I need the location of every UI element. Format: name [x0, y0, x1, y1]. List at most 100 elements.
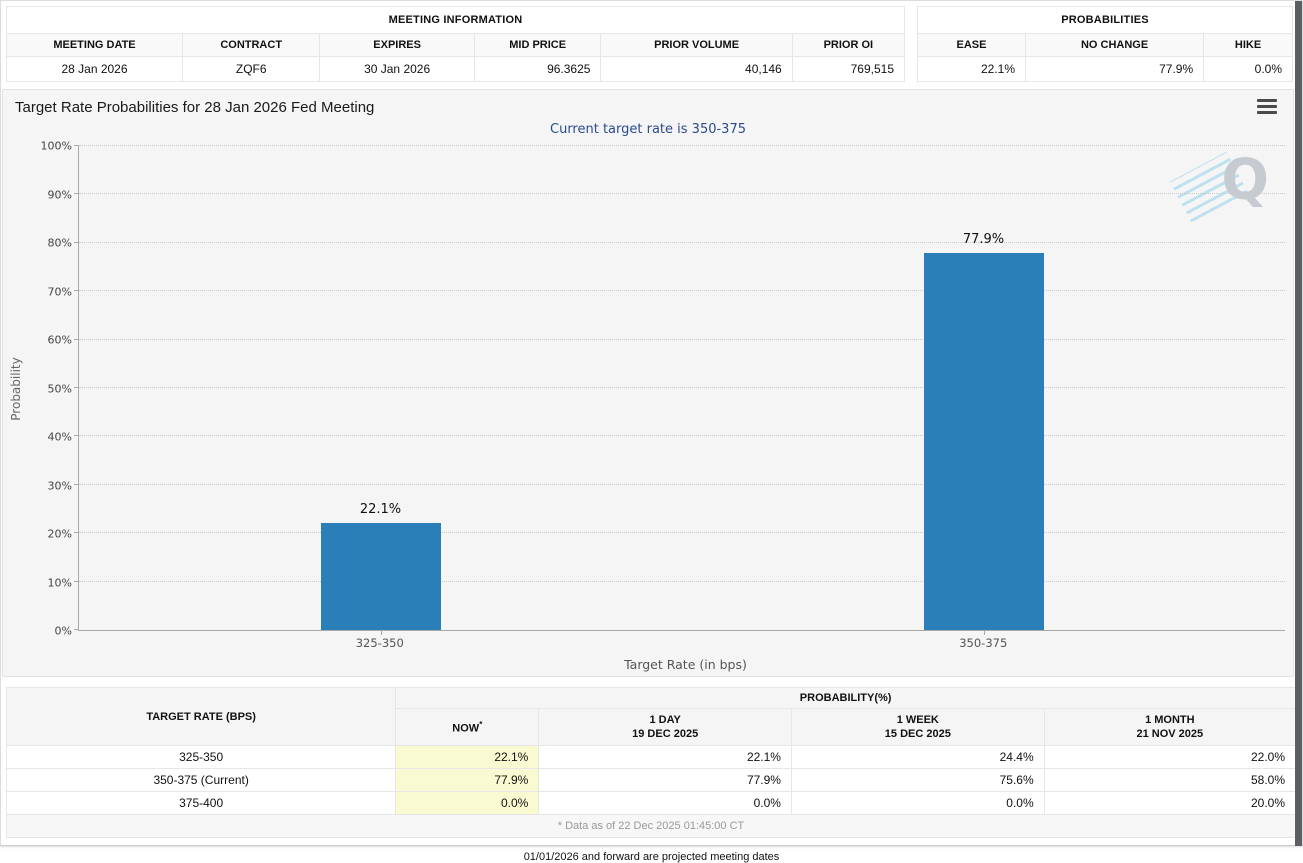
history-header-row-2: NOW* 1 DAY 19 DEC 2025 1 WEEK 15 DEC 202… [7, 708, 1297, 746]
history-header-row-1: TARGET RATE (BPS) PROBABILITY(%) [5, 687, 1296, 746]
horizontal-gridline [79, 241, 1285, 243]
x-axis-tick-mark [380, 630, 382, 635]
col-mid-price: MID PRICE [473, 33, 602, 57]
mid-price-value: 96.3625 [473, 56, 602, 82]
col-now: NOW* [395, 708, 540, 746]
col-hike: HIKE [1203, 33, 1293, 57]
y-axis-tick-label: 40% [47, 430, 72, 444]
chart-plot: Q 22.1% 77.9% [74, 145, 1285, 635]
col-prior-oi: PRIOR OI [791, 33, 906, 57]
probability-bar-325-350 [320, 523, 441, 630]
meeting-info-data-row: 28 Jan 2026 ZQF6 30 Jan 2026 96.3625 40,… [6, 56, 906, 82]
prior-volume-value: 40,146 [600, 56, 793, 82]
ease-value: 22.1% [917, 56, 1026, 82]
no-change-value: 77.9% [1024, 56, 1205, 82]
one-week-value: 75.6% [790, 768, 1045, 792]
col-prior-volume: PRIOR VOLUME [600, 33, 793, 57]
vertical-scrollbar[interactable] [1295, 1, 1302, 846]
data-as-of-note: * Data as of 22 Dec 2025 01:45:00 CT [6, 814, 1296, 838]
horizontal-gridline [79, 193, 1285, 195]
y-axis-tick-label: 50% [47, 382, 72, 395]
history-row-350-375-current: 350-375 (Current) 77.9% 77.9% 75.6% 58.0… [5, 768, 1297, 792]
y-axis-title: Probability [9, 356, 23, 421]
y-axis-tick-label: 20% [47, 527, 72, 541]
y-axis-tick-label: 60% [47, 333, 72, 347]
one-month-value: 20.0% [1043, 791, 1297, 815]
logo-stripes-icon [1169, 151, 1249, 223]
prior-oi-value: 769,515 [791, 56, 906, 82]
col-1-day: 1 DAY 19 DEC 2025 [538, 708, 792, 746]
col-no-change: NO CHANGE [1024, 33, 1205, 57]
one-week-value: 0.0% [790, 791, 1045, 815]
meeting-info-title: MEETING INFORMATION [6, 6, 905, 34]
chart-panel: Target Rate Probabilities for 28 Jan 202… [2, 89, 1294, 677]
bar-value-label: 22.1% [359, 502, 402, 518]
one-day-value: 0.0% [538, 791, 792, 815]
y-axis-tick-mark [74, 387, 79, 388]
horizontal-gridline [79, 483, 1285, 485]
history-row-325-350: 325-350 22.1% 22.1% 24.4% 22.0% [5, 745, 1297, 769]
y-axis-tick-mark [74, 532, 79, 534]
meeting-info-header-row: MEETING DATE CONTRACT EXPIRES MID PRICE … [6, 33, 906, 57]
col-probability-pct: PROBABILITY(%) [395, 687, 1296, 709]
history-row-375-400: 375-400 0.0% 0.0% 0.0% 20.0% [5, 791, 1297, 815]
col-1-week: 1 WEEK 15 DEC 2025 [790, 708, 1045, 746]
horizontal-gridline [79, 338, 1285, 340]
rate-range: 350-375 (Current) [5, 768, 397, 792]
y-axis-tick-mark [74, 290, 79, 292]
y-axis-tick-mark [74, 435, 79, 437]
x-axis-category-label: 325-350 [355, 636, 404, 650]
now-value: 22.1% [395, 745, 540, 769]
chart-title: Target Rate Probabilities for 28 Jan 202… [15, 99, 375, 116]
col-target-rate-bps: TARGET RATE (BPS) [5, 687, 397, 746]
now-value: 77.9% [395, 768, 540, 792]
hike-value: 0.0% [1203, 56, 1293, 82]
probabilities-table: PROBABILITIES EASE NO CHANGE HIKE 22.1% … [917, 6, 1293, 82]
hamburger-menu-icon[interactable] [1257, 99, 1277, 114]
chart-subtitle: Current target rate is 350-375 [550, 122, 746, 137]
horizontal-gridline [79, 387, 1285, 388]
q-logo-icon: Q [1221, 148, 1269, 213]
y-axis-tick-label: 0% [54, 624, 72, 638]
y-axis-tick-mark [74, 193, 79, 195]
y-axis-labels: 0% 10% 20% 30% 40% 50% 60% 70% 80% 90% 100% [29, 140, 78, 638]
y-axis-tick-label: 80% [47, 236, 72, 250]
one-month-value: 22.0% [1043, 745, 1297, 769]
now-asterisk: * [479, 720, 483, 730]
quikstrike-logo-watermark: Q [1169, 148, 1271, 223]
meeting-date-value: 28 Jan 2026 [6, 56, 183, 82]
y-axis-tick-mark [74, 241, 79, 243]
x-axis-tick-mark [983, 630, 985, 635]
probabilities-title: PROBABILITIES [917, 6, 1293, 34]
probabilities-data-row: 22.1% 77.9% 0.0% [917, 56, 1293, 82]
contract-value: ZQF6 [181, 56, 321, 82]
y-axis-tick-label: 10% [47, 576, 72, 589]
y-axis-tick-mark [74, 338, 79, 340]
expires-value: 30 Jan 2026 [319, 56, 475, 82]
y-axis-tick-label: 30% [47, 479, 72, 492]
y-axis-tick-mark [74, 145, 79, 146]
one-day-value: 22.1% [538, 745, 792, 769]
rate-range: 325-350 [5, 745, 397, 769]
probabilities-header-row: EASE NO CHANGE HIKE [917, 33, 1293, 57]
horizontal-gridline [79, 290, 1285, 292]
col-contract: CONTRACT [181, 33, 321, 57]
y-axis-tick-mark [74, 629, 79, 630]
projected-dates-note: 01/01/2026 and forward are projected mee… [523, 851, 780, 863]
one-month-value: 58.0% [1043, 768, 1297, 792]
horizontal-gridline [79, 435, 1285, 437]
col-expires: EXPIRES [319, 33, 475, 57]
chart-body: Probability 0% 10% 20% 30% 40% 50% 60% 70% 80% 90… [3, 140, 1285, 638]
horizontal-gridline [79, 580, 1285, 582]
x-axis-labels: 325-350 350-375 [78, 633, 1285, 653]
y-axis-tick-mark [74, 580, 79, 582]
meeting-information-table: MEETING INFORMATION MEETING DATE CONTRAC… [6, 6, 906, 82]
horizontal-gridline [79, 145, 1285, 146]
one-day-value: 77.9% [538, 768, 792, 792]
data-as-of-row: * Data as of 22 Dec 2025 01:45:00 CT [6, 814, 1296, 838]
rate-range: 375-400 [5, 791, 397, 815]
bar-value-label: 77.9% [962, 231, 1005, 247]
top-summary-row: MEETING INFORMATION MEETING DATE CONTRAC… [1, 1, 1302, 89]
col-ease: EASE [917, 33, 1026, 57]
